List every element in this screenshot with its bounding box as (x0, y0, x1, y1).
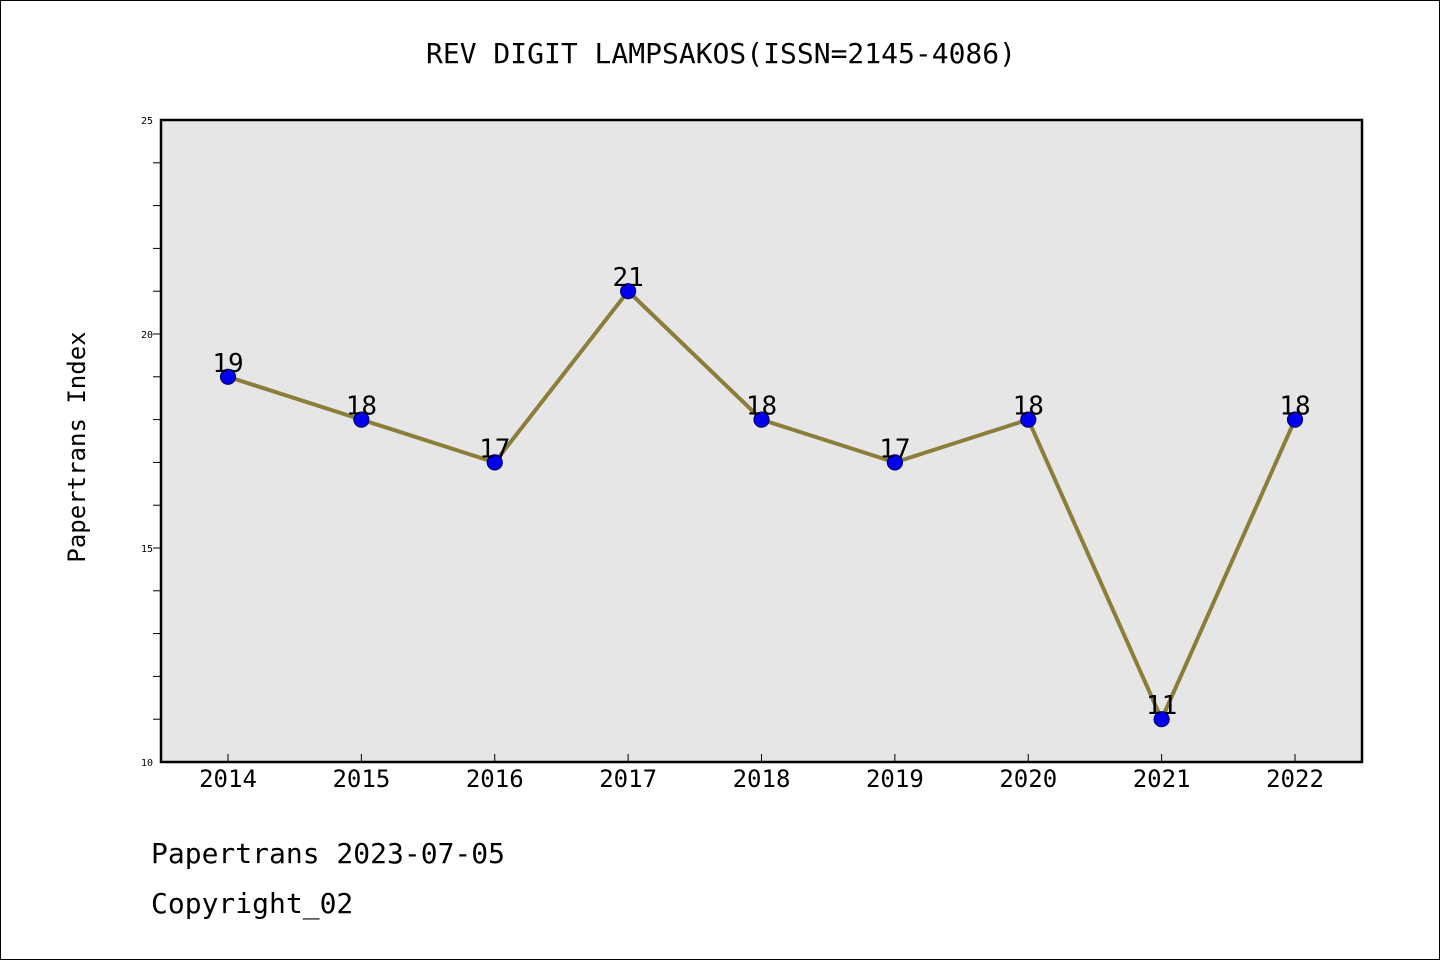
data-label: 18 (1279, 392, 1310, 422)
source-date-text: Papertrans 2023-07-05 (151, 837, 506, 870)
x-tick-label: 2015 (332, 765, 390, 793)
data-point (753, 411, 770, 428)
x-tick-label: 2016 (466, 765, 524, 793)
data-label: 11 (1146, 691, 1177, 721)
x-tick-label: 2020 (999, 765, 1057, 793)
x-tick-label: 2018 (733, 765, 791, 793)
x-axis: 2014 2015 2016 2017 2018 2019 2020 2021 2022 (199, 754, 1324, 793)
copyright-text: Copyright_02 (151, 887, 354, 920)
data-label: 17 (879, 434, 910, 464)
x-tick-label: 2019 (866, 765, 924, 793)
data-label: 21 (612, 263, 643, 293)
chart-title: REV DIGIT LAMPSAKOS(ISSN=2145-4086) (425, 37, 1016, 70)
series-markers-group (219, 283, 1304, 728)
data-point (1020, 411, 1037, 428)
x-tick-label: 2017 (599, 765, 657, 793)
data-label: 18 (346, 392, 377, 422)
data-point (1286, 411, 1304, 428)
data-point (620, 283, 637, 300)
x-tick-label: 2021 (1133, 765, 1191, 793)
plot-area (159, 118, 1364, 764)
data-labels-group: 19 18 17 21 18 17 18 11 18 (212, 263, 1310, 721)
x-tick-label: 2014 (199, 765, 257, 793)
y-tick-label: 15 (141, 544, 153, 555)
data-point (886, 454, 903, 471)
y-tick-label: 10 (141, 758, 153, 769)
data-point (353, 411, 370, 428)
data-label: 18 (746, 392, 777, 422)
data-point (486, 454, 503, 471)
y-axis-label: Papertrans Index (63, 331, 91, 562)
y-axis: 10 15 20 25 (141, 116, 161, 769)
y-tick-label: 25 (141, 116, 153, 127)
data-point (219, 368, 237, 385)
y-tick-label: 20 (141, 330, 153, 341)
data-label: 19 (212, 349, 243, 379)
data-point (1153, 711, 1170, 728)
x-tick-label: 2022 (1266, 765, 1324, 793)
data-label: 18 (1013, 392, 1044, 422)
data-label: 17 (479, 434, 510, 464)
